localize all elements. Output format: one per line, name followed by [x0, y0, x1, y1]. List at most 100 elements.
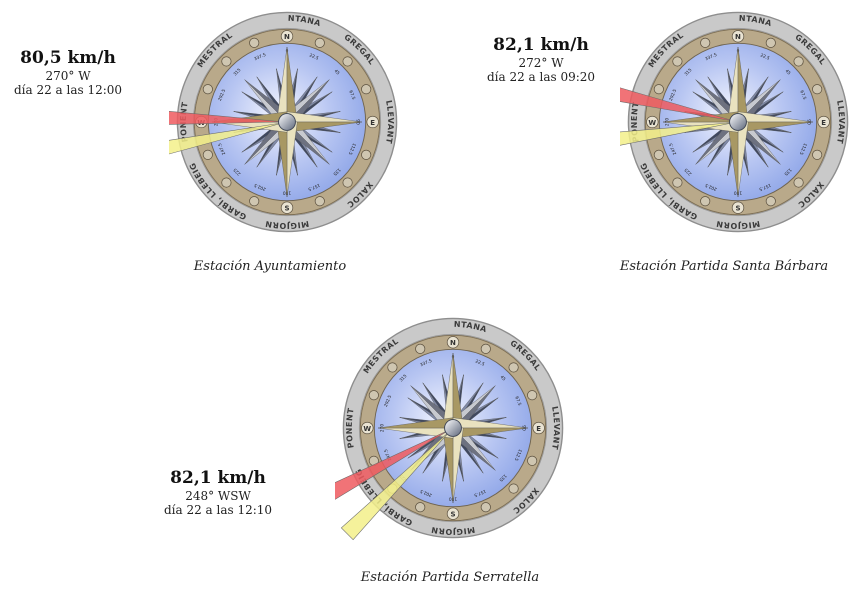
wind-direction: 248° WSW	[185, 488, 251, 503]
degree-badge	[202, 84, 213, 95]
degree-label: 292.5	[383, 394, 393, 408]
cardinal-label: W	[363, 424, 371, 433]
degree-label: 315	[683, 67, 693, 77]
degree-badge	[368, 390, 379, 401]
degree-badge	[280, 201, 294, 214]
wind-reading-serratella: 82,1 km/h 248° WSW día 22 a las 12:10	[150, 468, 286, 518]
degree-label: 247.5	[383, 448, 393, 462]
degree-badge	[314, 37, 325, 48]
degree-badge	[765, 196, 776, 207]
degree-badge	[361, 421, 374, 435]
rose-hub	[278, 113, 296, 131]
degree-label: 202.5	[253, 182, 267, 192]
degree-badge	[812, 149, 823, 160]
degree-badge	[202, 149, 213, 160]
cardinal-label: S	[450, 510, 455, 519]
degree-label: 202.5	[419, 488, 433, 498]
cardinal-label: S	[284, 204, 289, 213]
degree-label: 45	[784, 68, 792, 76]
reading-time: día 22 a las 12:00	[13, 83, 123, 98]
average-direction-sector	[620, 122, 735, 146]
degree-label: 157.5	[307, 182, 321, 192]
degree-badge	[280, 30, 294, 43]
degree-label: 292.5	[668, 88, 678, 102]
station-caption-serratella: Estación Partida Serratella	[360, 570, 540, 585]
cardinal-label: N	[450, 338, 456, 347]
wind-speed: 80,5 km/h	[20, 48, 116, 68]
degree-label: 67.5	[347, 90, 356, 101]
degree-badge	[446, 507, 460, 520]
degree-label: 135	[332, 167, 342, 177]
wind-name-label: MIGJORN	[264, 219, 309, 230]
degree-badge	[653, 84, 664, 95]
wind-rose-serratella: TRAMUNTANAGREGALLLEVANTXALOCMIGJORNGARBÍ…	[335, 310, 564, 541]
wind-rose-ayuntamiento: TRAMUNTANAGREGALLLEVANTXALOCMIGJORNGARBÍ…	[169, 4, 398, 233]
reading-time: día 22 a las 12:10	[163, 503, 273, 518]
degree-label: 315	[232, 67, 242, 77]
wind-speed: 82,1 km/h	[170, 468, 266, 488]
degree-label: 135	[498, 473, 508, 483]
degree-badge	[646, 115, 659, 129]
degree-badge	[672, 56, 683, 67]
degree-badge	[480, 502, 491, 513]
degree-badge	[731, 30, 745, 43]
degree-badge	[812, 84, 823, 95]
degree-label: 202.5	[704, 182, 718, 192]
degree-label: 247.5	[668, 142, 678, 156]
degree-label: 225	[232, 167, 242, 177]
degree-label: 22.5	[308, 52, 319, 61]
wind-rose-santa-barbara: TRAMUNTANAGREGALLLEVANTXALOCMIGJORNGARBÍ…	[620, 4, 849, 233]
average-direction-sector	[340, 430, 451, 541]
degree-label: 67.5	[513, 396, 522, 407]
degree-label: 292.5	[217, 88, 227, 102]
cardinal-label: E	[821, 118, 826, 127]
degree-badge	[731, 201, 745, 214]
degree-label: 67.5	[798, 90, 807, 101]
degree-badge	[342, 177, 353, 188]
degree-badge	[765, 37, 776, 48]
degree-badge	[653, 149, 664, 160]
degree-label: 157.5	[758, 182, 772, 192]
degree-label: 337.5	[253, 52, 267, 62]
rose-hub	[444, 419, 462, 437]
gust-direction-sector	[620, 87, 735, 122]
station-caption-ayuntamiento: Estación Ayuntamiento	[193, 259, 347, 274]
wind-name-label: LLEVANT	[384, 100, 395, 145]
degree-badge	[366, 115, 379, 129]
degree-label: 337.5	[704, 52, 718, 62]
degree-label: 135	[783, 167, 793, 177]
wind-direction: 270° W	[45, 68, 91, 83]
wind-name-label: MIGJORN	[430, 525, 475, 536]
wind-reading-santa-barbara: 82,1 km/h 272° W día 22 a las 09:20	[466, 35, 616, 85]
reading-time: día 22 a las 09:20	[486, 70, 596, 85]
wind-name-label: LLEVANT	[550, 406, 561, 451]
degree-label: 112.5	[347, 142, 357, 156]
degree-badge	[415, 343, 426, 354]
station-caption-santa-barbara: Estación Partida Santa Bárbara	[619, 259, 829, 274]
degree-badge	[793, 56, 804, 67]
degree-badge	[221, 177, 232, 188]
wind-name-label: PONENT	[345, 407, 356, 449]
gust-direction-sector	[169, 111, 284, 125]
degree-badge	[480, 343, 491, 354]
degree-badge	[532, 421, 545, 435]
wind-speed: 82,1 km/h	[493, 35, 589, 55]
degree-badge	[249, 37, 260, 48]
degree-badge	[415, 502, 426, 513]
rose-hub	[729, 113, 747, 131]
degree-label: 45	[499, 374, 507, 382]
degree-badge	[387, 362, 398, 373]
degree-label: 22.5	[474, 358, 485, 367]
degree-label: 157.5	[473, 488, 487, 498]
gust-direction-sector	[335, 429, 450, 500]
degree-badge	[817, 115, 830, 129]
degree-badge	[249, 196, 260, 207]
average-direction-sector	[169, 122, 284, 155]
cardinal-label: W	[648, 118, 656, 127]
cardinal-label: N	[284, 32, 290, 41]
degree-badge	[508, 362, 519, 373]
degree-badge	[361, 149, 372, 160]
degree-badge	[314, 196, 325, 207]
wind-name-label: PONENT	[630, 101, 641, 143]
degree-label: 112.5	[513, 448, 523, 462]
